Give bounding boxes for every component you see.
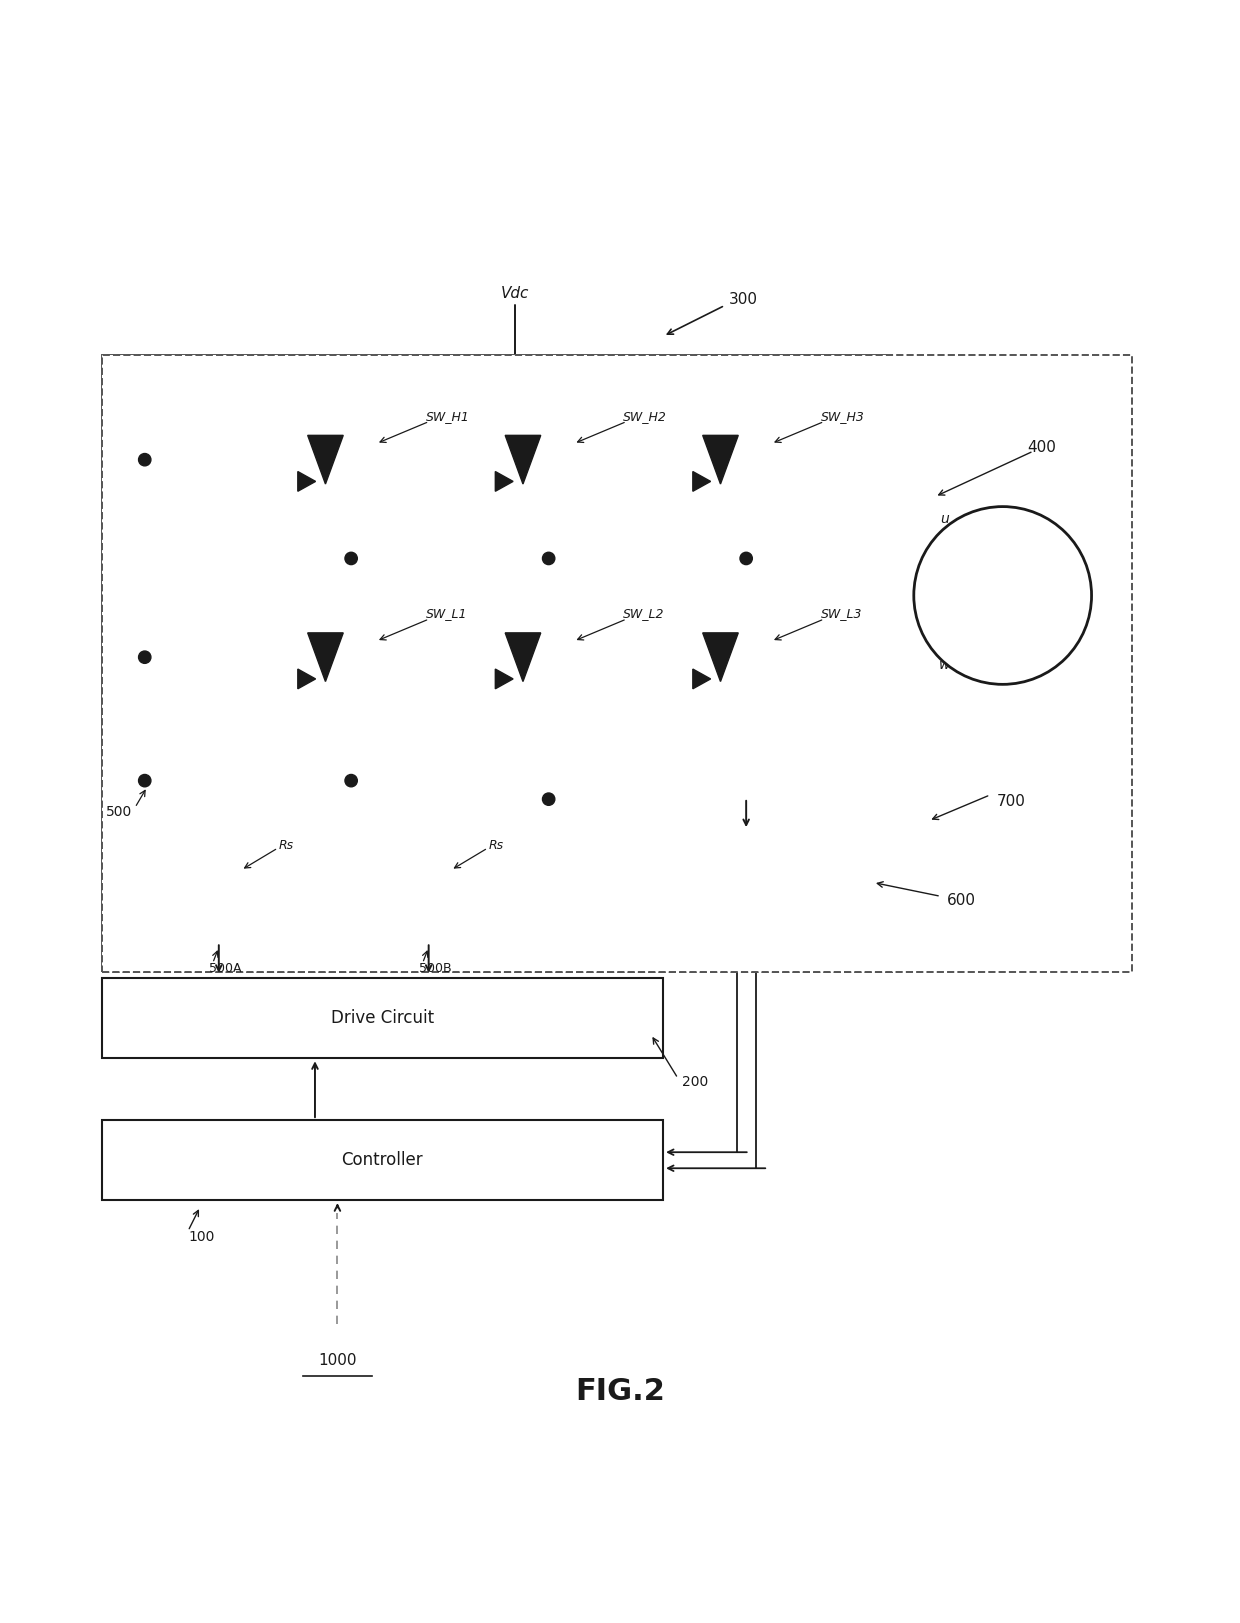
Polygon shape [505, 633, 541, 682]
Circle shape [740, 552, 753, 565]
Bar [861, 479, 923, 706]
Bar [102, 979, 663, 1058]
Text: 600: 600 [947, 894, 976, 909]
Polygon shape [308, 435, 343, 484]
Circle shape [139, 453, 151, 466]
Text: Rs: Rs [279, 839, 294, 852]
Bar [102, 355, 1132, 972]
Polygon shape [693, 472, 711, 492]
Bar [861, 756, 923, 886]
Bar [614, 836, 879, 928]
Bar [469, 601, 562, 714]
Text: 700: 700 [997, 794, 1025, 808]
Text: u: u [940, 513, 949, 526]
Circle shape [542, 794, 554, 805]
Polygon shape [495, 472, 513, 492]
Text: 300: 300 [729, 292, 758, 307]
Text: Vdc: Vdc [501, 286, 529, 300]
Text: SW_H3: SW_H3 [821, 411, 864, 424]
Polygon shape [298, 472, 316, 492]
Text: SW_L2: SW_L2 [622, 607, 665, 620]
Bar [272, 403, 363, 516]
Text: 400: 400 [1028, 440, 1056, 454]
Bar [469, 403, 562, 516]
Polygon shape [703, 435, 738, 484]
Text: v: v [940, 586, 949, 599]
Bar [666, 601, 759, 714]
Text: SW_H1: SW_H1 [425, 411, 470, 424]
Text: Controller: Controller [341, 1151, 423, 1169]
Circle shape [345, 774, 357, 787]
Bar [666, 403, 759, 516]
Polygon shape [298, 669, 316, 688]
Circle shape [914, 506, 1091, 685]
Text: FIG.2: FIG.2 [575, 1378, 665, 1406]
Polygon shape [495, 669, 513, 688]
Polygon shape [505, 435, 541, 484]
Text: M: M [988, 581, 1017, 610]
Bar [114, 787, 342, 966]
Text: SW_L3: SW_L3 [821, 607, 862, 620]
Bar [336, 787, 564, 966]
Text: Rs: Rs [489, 839, 505, 852]
Bar [272, 601, 363, 714]
Bar [102, 355, 892, 972]
Polygon shape [703, 633, 738, 682]
Text: Drive Circuit: Drive Circuit [331, 1010, 434, 1027]
Text: 500A: 500A [208, 962, 242, 975]
Bar [102, 1120, 663, 1201]
Text: SW_H2: SW_H2 [622, 411, 667, 424]
Polygon shape [693, 669, 711, 688]
Text: 200: 200 [682, 1076, 708, 1089]
Polygon shape [308, 633, 343, 682]
Circle shape [139, 774, 151, 787]
Text: SW_L1: SW_L1 [425, 607, 467, 620]
Text: 500: 500 [107, 805, 133, 818]
Text: w: w [939, 659, 950, 672]
Text: 1000: 1000 [319, 1354, 357, 1368]
Circle shape [345, 552, 357, 565]
Text: 500B: 500B [419, 962, 451, 975]
Text: 100: 100 [188, 1230, 215, 1245]
Circle shape [139, 651, 151, 664]
Circle shape [542, 552, 554, 565]
